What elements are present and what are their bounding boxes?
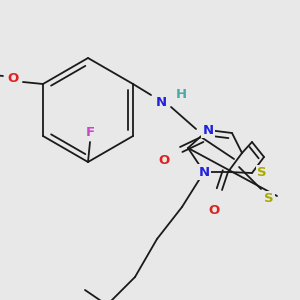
- Text: N: N: [198, 166, 210, 178]
- Text: H: H: [176, 88, 187, 100]
- Text: O: O: [7, 73, 19, 85]
- Text: S: S: [257, 167, 267, 179]
- Text: N: N: [155, 95, 167, 109]
- Text: S: S: [264, 193, 274, 206]
- Text: F: F: [85, 125, 94, 139]
- Text: O: O: [158, 154, 170, 166]
- Text: N: N: [202, 124, 214, 136]
- Text: O: O: [208, 203, 220, 217]
